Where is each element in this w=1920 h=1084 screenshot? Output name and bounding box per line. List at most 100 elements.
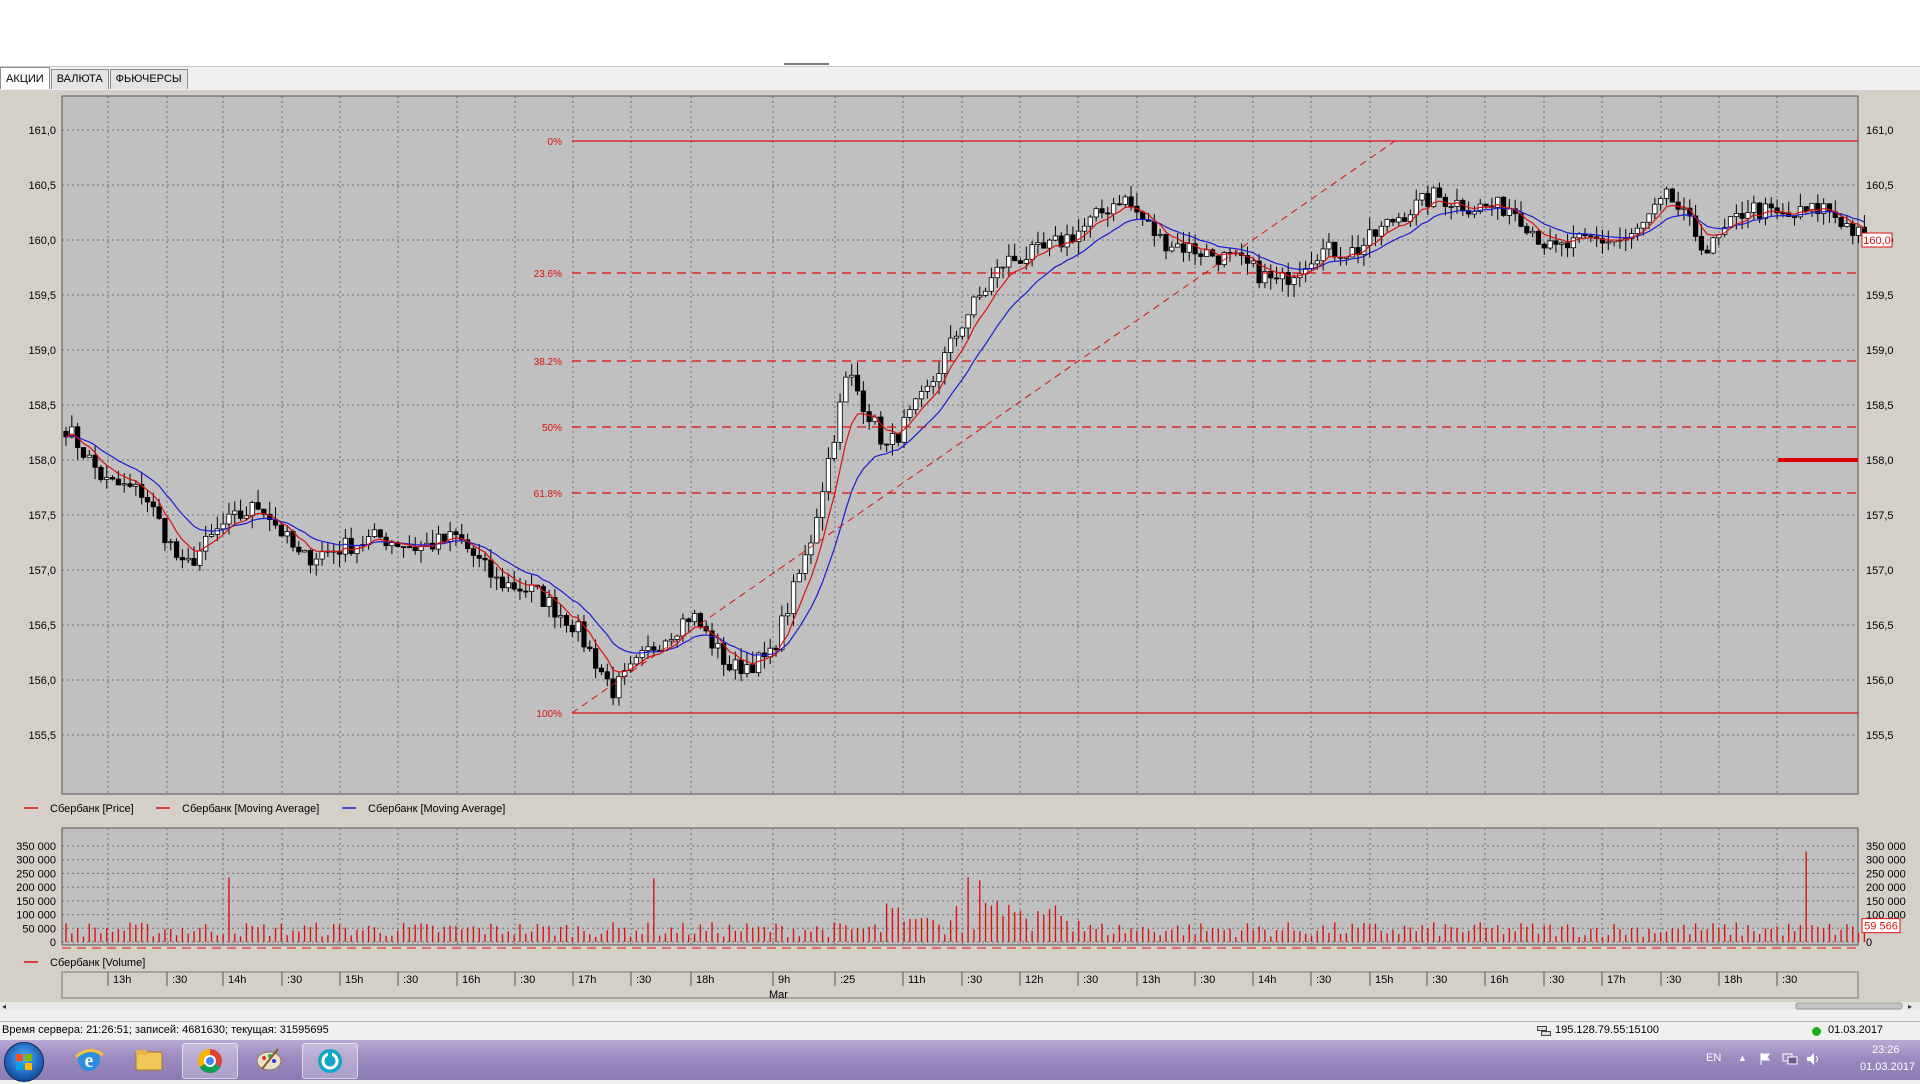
- volume-axis-label-left: 200 000: [16, 882, 56, 894]
- terminal-app-icon[interactable]: [302, 1043, 358, 1079]
- candle-body: [1693, 215, 1699, 237]
- scroll-right-icon[interactable]: ▸: [1908, 1002, 1912, 1010]
- tab-stocks[interactable]: АКЦИИ: [0, 67, 50, 89]
- candle-body: [785, 613, 791, 617]
- time-axis-label: :30: [1782, 974, 1797, 986]
- candle-body: [1396, 217, 1402, 223]
- candle-body: [435, 533, 442, 550]
- price-chart-area[interactable]: 161,0 161,0 160,5 160,5 160,0 160,0 159,5 159,5…: [0, 90, 1920, 1010]
- top-progress-indicator: [784, 63, 829, 65]
- scroll-left-icon[interactable]: ◂: [2, 1002, 6, 1010]
- horizontal-scrollbar[interactable]: [0, 1002, 1920, 1010]
- candle-body: [1564, 242, 1571, 249]
- show-hidden-icons-icon[interactable]: ▲: [1738, 1053, 1747, 1063]
- candle-body: [802, 554, 808, 574]
- candle-body: [1640, 221, 1646, 229]
- candle-body: [1204, 249, 1210, 257]
- time-axis-label: :30: [287, 974, 302, 986]
- candle-body: [459, 534, 465, 541]
- candle-body: [1402, 217, 1408, 222]
- volume-axis-label-left: 100 000: [16, 910, 56, 922]
- candle-body: [162, 518, 168, 544]
- candle-body: [1471, 211, 1478, 215]
- candle-body: [400, 546, 407, 549]
- price-axis-label-right: 157,5: [1866, 510, 1894, 522]
- volume-axis-label-right: 0: [1866, 937, 1872, 949]
- candle-body: [1285, 271, 1291, 285]
- candle-body: [1757, 202, 1763, 219]
- candle-body: [936, 373, 942, 383]
- price-axis-label-right: 157,0: [1866, 565, 1894, 577]
- candle-body: [1140, 211, 1146, 221]
- candle-body: [1087, 216, 1093, 227]
- tab-currency[interactable]: ВАЛЮТА: [50, 69, 109, 89]
- candle-body: [959, 327, 965, 337]
- tab-futures[interactable]: ФЬЮЧЕРСЫ: [109, 69, 188, 89]
- candle-body: [249, 502, 255, 517]
- chrome-icon[interactable]: [182, 1043, 238, 1079]
- candlestick-series: [63, 182, 1867, 706]
- volume-icon[interactable]: [1806, 1052, 1820, 1066]
- time-axis-label: :30: [1316, 974, 1331, 986]
- candle-body: [1000, 266, 1006, 269]
- time-axis-label: :30: [1083, 974, 1098, 986]
- time-axis-label: 15h: [345, 974, 363, 986]
- time-axis-label: 12h: [1025, 974, 1043, 986]
- time-axis-label: :30: [172, 974, 187, 986]
- candle-body: [843, 376, 849, 403]
- paint-icon[interactable]: [242, 1043, 296, 1077]
- candle-body: [668, 639, 674, 642]
- candle-body: [313, 558, 319, 566]
- candle-body: [1169, 246, 1175, 252]
- candle-body: [69, 426, 75, 438]
- candle-body: [884, 443, 890, 446]
- candle-body: [1652, 203, 1658, 215]
- language-indicator[interactable]: EN: [1706, 1052, 1722, 1064]
- candle-body: [930, 381, 936, 387]
- candle-body: [744, 664, 750, 675]
- start-orb-icon[interactable]: [4, 1042, 44, 1082]
- candle-body: [121, 483, 127, 486]
- candle-body: [523, 590, 529, 593]
- file-explorer-icon[interactable]: [122, 1043, 176, 1077]
- candle-body: [156, 506, 162, 519]
- candle-body: [505, 582, 511, 589]
- network-icon[interactable]: [1782, 1052, 1798, 1066]
- candle-body: [1553, 240, 1559, 245]
- candle-body: [371, 529, 378, 537]
- candle-body: [185, 557, 191, 561]
- clock-time[interactable]: 23:26: [1872, 1044, 1900, 1056]
- candle-body: [243, 515, 250, 519]
- candle-body: [820, 491, 826, 519]
- internet-explorer-icon[interactable]: e: [62, 1043, 116, 1077]
- time-axis-label: 13h: [113, 974, 131, 986]
- candle-body: [1704, 249, 1710, 254]
- candle-body: [1256, 260, 1262, 284]
- candle-body: [377, 529, 383, 538]
- price-axis-label-left: 157,5: [28, 510, 56, 522]
- candle-body: [831, 441, 837, 459]
- clock-date[interactable]: 01.03.2017: [1860, 1061, 1916, 1073]
- time-axis-month-label: Mar: [769, 989, 788, 1001]
- candle-body: [750, 664, 756, 674]
- price-axis-label-left: 155,5: [28, 730, 56, 742]
- candle-body: [406, 546, 412, 549]
- candle-body: [1099, 208, 1105, 214]
- legend-label: Сбербанк [Price]: [50, 803, 134, 815]
- candle-body: [1111, 203, 1117, 215]
- candle-body: [354, 545, 360, 554]
- candle-body: [1483, 203, 1489, 207]
- time-axis-label: 11h: [908, 974, 926, 986]
- candle-body: [342, 537, 348, 555]
- candle-body: [808, 542, 814, 556]
- action-center-flag-icon[interactable]: [1758, 1052, 1772, 1066]
- candle-body: [1105, 212, 1111, 215]
- price-axis-label-right: 161,0: [1866, 125, 1894, 137]
- candle-body: [1780, 212, 1786, 215]
- candle-body: [1570, 237, 1576, 249]
- scrollbar-thumb[interactable]: [1795, 1002, 1903, 1010]
- candle-body: [307, 549, 314, 566]
- candle-body: [1017, 260, 1024, 264]
- candle-body: [476, 555, 482, 559]
- price-axis-label-right: 155,5: [1866, 730, 1894, 742]
